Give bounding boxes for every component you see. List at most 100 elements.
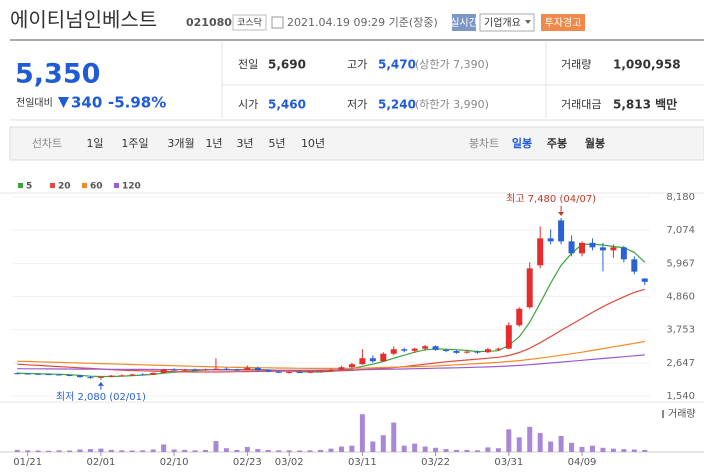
candle-body	[171, 369, 178, 371]
x-tick-label: 03/22	[421, 457, 450, 468]
volume-bar	[276, 450, 282, 452]
volume-bar	[87, 449, 93, 452]
x-tick-label: 03/11	[348, 457, 377, 468]
candle-body	[265, 370, 272, 372]
min-arrowhead	[97, 381, 104, 386]
candle-body	[192, 369, 199, 371]
quote-value: 5,460	[268, 98, 306, 112]
volume-bar	[265, 449, 271, 452]
volume-bar	[537, 433, 543, 452]
tab[interactable]: 일봉	[512, 136, 532, 150]
tab[interactable]: 주봉	[547, 137, 567, 150]
candle-body	[589, 242, 596, 248]
tab[interactable]: 1년	[205, 137, 222, 150]
candle-body	[160, 369, 167, 373]
volume-bar	[46, 450, 52, 452]
quote-label: 시가	[238, 98, 258, 111]
candle-body	[181, 369, 188, 371]
volume-bar	[182, 449, 188, 452]
tab[interactable]: 3년	[236, 137, 253, 150]
volume-bar	[213, 441, 219, 452]
candle-body	[558, 220, 565, 242]
candle-body	[443, 349, 450, 352]
tab[interactable]: 1주일	[121, 136, 148, 150]
legend-label: 5	[26, 182, 32, 192]
candle-body	[212, 368, 219, 370]
tab[interactable]: 10년	[301, 137, 325, 150]
change: 340	[71, 94, 102, 112]
volume-bar	[192, 450, 198, 452]
volume-bar	[380, 435, 386, 452]
max-arrowhead	[558, 211, 565, 216]
company-button[interactable]	[479, 13, 535, 32]
down-arrow	[58, 97, 69, 108]
volume-bar	[579, 446, 585, 452]
candle-body	[87, 377, 94, 379]
volume-bar	[443, 449, 449, 452]
y-tick-label: 2,647	[666, 358, 695, 369]
quote-value: 5,690	[268, 58, 306, 72]
quote-table: 전일 5,690 고가 5,470 (상한가 7,390) 거래량 1,090,958 시가 5…	[238, 57, 681, 112]
candle-body	[286, 372, 293, 374]
candle-body	[411, 348, 418, 351]
volume-bar	[433, 447, 439, 452]
volume-bar	[548, 441, 554, 452]
candle-body	[610, 247, 617, 251]
realtime-label: 실시간	[450, 17, 478, 29]
candle-body	[390, 349, 397, 354]
volume-bar	[610, 448, 616, 452]
volume-bar	[412, 443, 418, 452]
volume-bar	[464, 449, 470, 452]
warning-button[interactable]	[541, 14, 585, 31]
volume-bar	[244, 446, 250, 452]
candle-body	[348, 364, 355, 368]
quote-note: (상한가 7,390)	[415, 58, 489, 71]
candle-body	[568, 241, 575, 254]
y-tick-label: 4,860	[666, 292, 695, 303]
quote-value: 5,240	[378, 98, 416, 112]
legend-swatch	[82, 183, 87, 188]
company-label: 기업개요	[484, 16, 521, 29]
volume-bar	[25, 450, 31, 452]
x-tick-label: 04/09	[568, 457, 597, 468]
candle-body	[76, 375, 83, 378]
candle-body	[338, 367, 345, 370]
volume-bar	[485, 447, 491, 452]
volume-bar	[67, 450, 73, 452]
volume-bar	[255, 449, 261, 452]
x-tick-label: 03/31	[494, 457, 523, 468]
change-rate: -5.98%	[108, 94, 166, 112]
realtime-button[interactable]	[452, 14, 476, 31]
tab[interactable]: 월봉	[585, 136, 605, 150]
candle-body	[296, 372, 303, 374]
candle-body	[631, 259, 638, 272]
quote-label: 고가	[347, 58, 367, 71]
candle-body	[495, 348, 502, 350]
volume-bar	[454, 449, 460, 452]
candle-body	[24, 373, 31, 375]
volume-bar	[56, 450, 62, 452]
min-annotation: 최저 2,080 (02/01)	[56, 391, 146, 403]
market-badge	[232, 14, 267, 31]
volume-bar	[642, 449, 648, 452]
candle-body	[505, 325, 512, 349]
candle-body	[244, 367, 251, 371]
tab[interactable]: 5년	[268, 137, 285, 150]
tab[interactable]: 1일	[86, 136, 103, 150]
candle-body	[139, 374, 146, 376]
volume-bar	[338, 446, 344, 452]
candle-body	[484, 349, 491, 353]
tab[interactable]: 3개월	[167, 137, 194, 150]
volume-bar	[119, 450, 125, 452]
volume-bar	[589, 445, 595, 452]
candle-body	[463, 351, 470, 353]
tab-bar	[9, 126, 704, 161]
y-tick-label: 1,540	[666, 391, 695, 402]
y-tick-label: 5,967	[666, 258, 695, 269]
volume-bar	[297, 450, 303, 452]
legend-swatch	[50, 183, 55, 188]
volume-bar	[202, 449, 208, 452]
quote-note: (하한가 3,990)	[415, 97, 489, 111]
volume-bar	[108, 449, 114, 452]
change-label: 전일대비	[16, 97, 53, 109]
